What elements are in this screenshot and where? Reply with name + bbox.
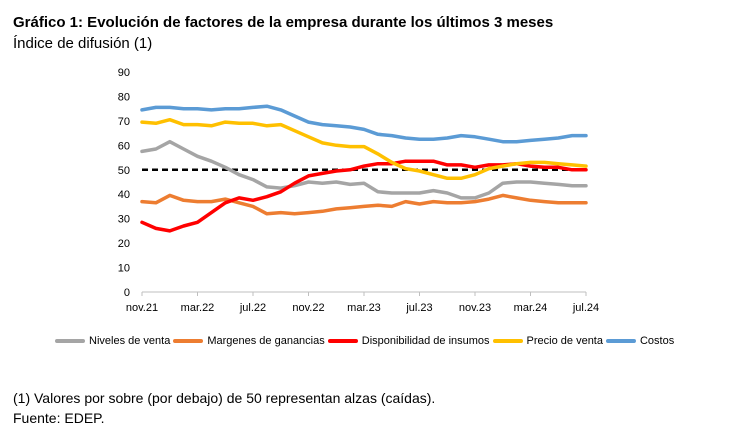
y-axis-labels: 0 10 20 30 40 50 60 70 80 90 [118,67,130,299]
x-tick-label: nov.23 [459,302,491,314]
x-tick-label: jul.23 [405,302,432,314]
series-line-precio-de-venta [140,117,588,181]
chart-title: Gráfico 1: Evolución de factores de la e… [13,14,554,31]
y-tick-label: 80 [118,91,130,103]
x-tick-label: mar.22 [181,302,215,314]
legend-swatch [173,339,204,343]
legend-swatch [327,339,358,343]
legend-item: Disponibilidad de insumos [327,335,490,347]
legend-item: Costos [605,335,675,347]
x-tick-label: mar.23 [347,302,381,314]
legend-label: Margenes de ganancias [207,335,325,347]
x-tick-label: mar.24 [514,302,548,314]
series-line-disponibilidad-de-insumos [140,159,588,233]
y-tick-label: 60 [118,140,130,152]
legend-label: Disponibilidad de insumos [361,335,490,347]
x-tick-label: jul.22 [239,302,266,314]
y-tick-label: 20 [118,238,130,250]
legend-swatch [605,339,636,343]
y-tick-label: 70 [118,116,130,128]
y-tick-label: 90 [118,67,130,79]
x-tick-label: nov.22 [292,302,324,314]
legend-swatch [492,339,523,343]
legend-item: Margenes de ganancias [173,335,325,347]
series-line-costos [140,104,588,144]
series-line-margenes-de-ganancias [140,193,588,216]
y-tick-label: 50 [118,165,130,177]
legend-label: Niveles de venta [89,335,171,347]
y-tick-label: 10 [118,263,130,275]
x-tick-label: nov.21 [126,302,158,314]
series-line-niveles-de-venta [140,139,588,200]
legend-item: Precio de venta [492,335,603,347]
legend-swatch [55,339,85,343]
y-tick-label: 30 [118,214,130,226]
legend-label: Precio de venta [526,335,603,347]
y-tick-label: 40 [118,189,130,201]
source-note: Fuente: EDEP. [13,410,105,426]
x-axis: nov.21 mar.22 jul.22 nov.22 mar.23 jul.23 nov.… [126,291,599,314]
legend-item: Niveles de venta [55,335,170,347]
legend-label: Costos [639,335,675,347]
footnote: (1) Valores por sobre (por debajo) de 50… [13,390,436,406]
series-layer [140,104,588,233]
chart-subtitle: Índice de difusión (1) [13,35,153,52]
x-tick-label: jul.24 [572,302,599,314]
y-tick-label: 0 [124,287,130,299]
chart-legend: Niveles de venta Margenes de ganancias Dis… [55,335,677,347]
